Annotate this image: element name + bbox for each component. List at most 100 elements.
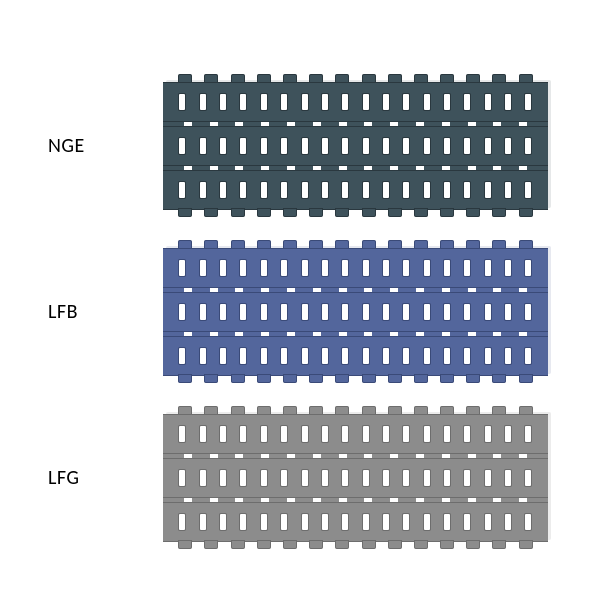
belt-slot xyxy=(178,93,186,111)
belt-slot xyxy=(463,303,471,321)
belt-slot xyxy=(280,137,288,155)
belt-slot xyxy=(463,513,471,531)
belt-slot xyxy=(423,513,431,531)
belt-slot xyxy=(402,347,410,365)
belt-slot xyxy=(402,513,410,531)
belt-slot xyxy=(301,137,309,155)
belt-slot xyxy=(301,469,309,487)
belt-slot xyxy=(524,347,532,365)
belt-slot xyxy=(219,303,227,321)
belt-slot xyxy=(443,137,451,155)
belt-band xyxy=(163,82,548,122)
belt-slot xyxy=(199,137,207,155)
belt-slot xyxy=(504,469,512,487)
belt-slot xyxy=(382,259,390,277)
belt-slot xyxy=(301,259,309,277)
belt-slot xyxy=(260,137,268,155)
belt-slot xyxy=(178,513,186,531)
belt-slot xyxy=(423,93,431,111)
belt-slot xyxy=(178,259,186,277)
belt-band xyxy=(163,126,548,166)
belt-slot xyxy=(341,425,349,443)
belt-slot xyxy=(504,425,512,443)
belt-slot xyxy=(362,259,370,277)
belt-slot xyxy=(362,469,370,487)
belt-slot xyxy=(219,425,227,443)
belt-slot xyxy=(341,469,349,487)
belt-slot xyxy=(341,93,349,111)
belt-slot xyxy=(260,181,268,199)
belt-slot xyxy=(219,513,227,531)
belt-slot xyxy=(301,303,309,321)
knuckle-row xyxy=(163,540,548,550)
belt-slot xyxy=(321,347,329,365)
belt-slot xyxy=(382,137,390,155)
belt-slot xyxy=(341,181,349,199)
belt-slot xyxy=(423,137,431,155)
belt-slot xyxy=(280,347,288,365)
belt-slot xyxy=(504,347,512,365)
belt-slot xyxy=(199,181,207,199)
belt-slot xyxy=(199,347,207,365)
belt-slot xyxy=(260,347,268,365)
belt-slot xyxy=(341,513,349,531)
belt xyxy=(163,82,548,210)
belt-slot xyxy=(423,259,431,277)
belt-band xyxy=(163,336,548,376)
belt-slot xyxy=(219,137,227,155)
belt-slot xyxy=(524,513,532,531)
belt-slot xyxy=(321,181,329,199)
belt-swatch xyxy=(163,414,548,542)
belt-slot xyxy=(402,137,410,155)
belt-slot xyxy=(199,93,207,111)
belt-band xyxy=(163,248,548,288)
belt-slot xyxy=(362,513,370,531)
belt-band xyxy=(163,414,548,454)
belt-band xyxy=(163,170,548,210)
belt-slot xyxy=(443,425,451,443)
belt-slot xyxy=(321,137,329,155)
belt-slot xyxy=(443,93,451,111)
belt-slot xyxy=(463,469,471,487)
belt-slot xyxy=(443,303,451,321)
belt-slot xyxy=(443,259,451,277)
belt-slot xyxy=(484,425,492,443)
belt-slot xyxy=(484,181,492,199)
belt-slot xyxy=(301,181,309,199)
belt-slot xyxy=(423,347,431,365)
belt-slot xyxy=(463,137,471,155)
belt-slot xyxy=(341,347,349,365)
belt-slot xyxy=(239,259,247,277)
belt-slot xyxy=(239,425,247,443)
belt-slot xyxy=(178,181,186,199)
belt-slot xyxy=(341,303,349,321)
belt-slot xyxy=(178,347,186,365)
belt-slot xyxy=(362,425,370,443)
belt-slot xyxy=(178,303,186,321)
belt-slot xyxy=(199,259,207,277)
belt-slot xyxy=(260,259,268,277)
belt-slot xyxy=(321,303,329,321)
variant-label: LFG xyxy=(0,466,163,490)
belt-slot xyxy=(301,425,309,443)
belt-slot xyxy=(239,469,247,487)
belt-slot xyxy=(301,347,309,365)
belt-slot xyxy=(178,425,186,443)
belt-slot xyxy=(321,469,329,487)
belt-slot xyxy=(382,425,390,443)
belt-slot xyxy=(280,513,288,531)
belt-slot xyxy=(239,137,247,155)
belt-slot xyxy=(382,469,390,487)
belt-slot xyxy=(443,181,451,199)
belt-slot xyxy=(178,137,186,155)
belt-swatch xyxy=(163,248,548,376)
variant-row: LFG xyxy=(0,414,600,542)
belt-slot xyxy=(199,513,207,531)
belt-slot xyxy=(362,347,370,365)
belt-slot xyxy=(321,259,329,277)
belt-slot xyxy=(382,303,390,321)
belt-slot xyxy=(362,303,370,321)
belt-slot xyxy=(484,469,492,487)
belt-slot xyxy=(239,303,247,321)
belt-slot xyxy=(402,93,410,111)
